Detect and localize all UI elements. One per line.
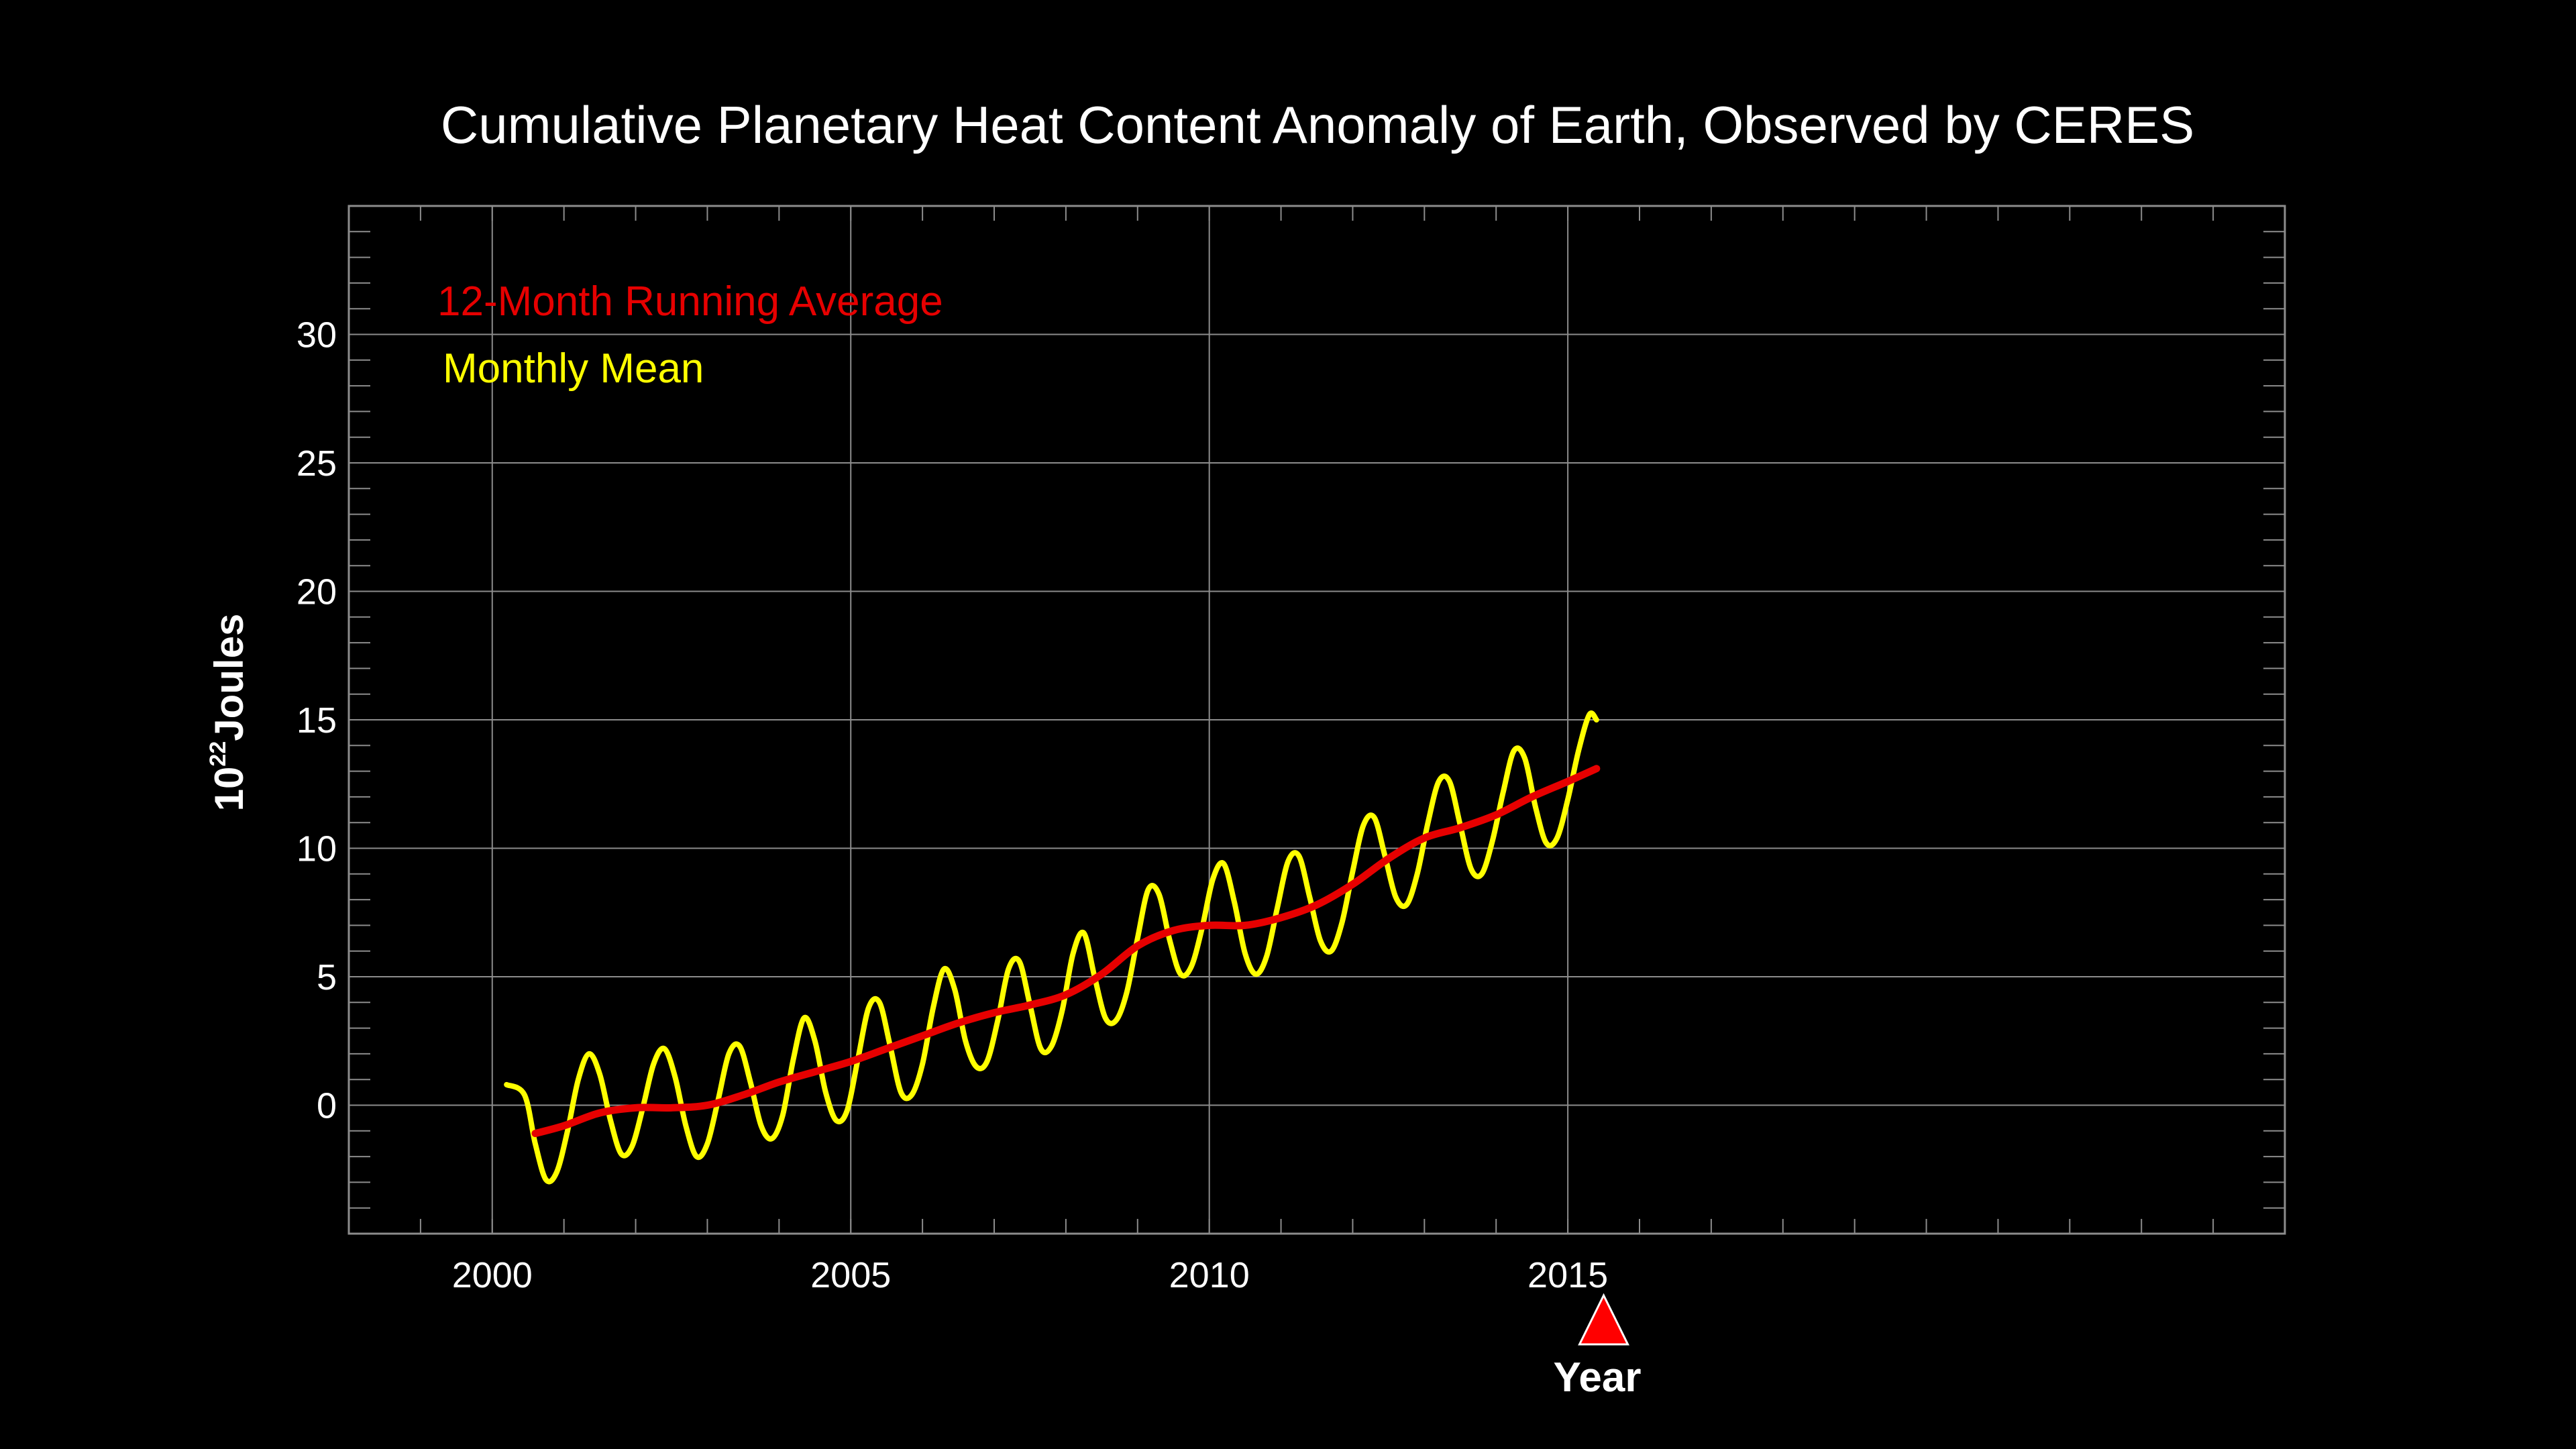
- y-tick-label: 5: [317, 957, 337, 998]
- series-line-12-month-running-average: [531, 765, 1601, 1138]
- x-tick-label: 2005: [810, 1255, 891, 1295]
- x-tick-labels: 2000 2005 2010 2015: [452, 1255, 1608, 1295]
- y-axis-label-base: 10: [207, 767, 252, 812]
- x-tick-label: 2015: [1527, 1255, 1608, 1295]
- x-tick-label: 2000: [452, 1255, 533, 1295]
- series-line-monthly-mean: [504, 710, 1599, 1185]
- chart-title: Cumulative Planetary Heat Content Anomal…: [441, 95, 2194, 154]
- data-series: [504, 710, 1601, 1185]
- plot-frame: [347, 205, 2286, 1235]
- y-tick-label: 15: [297, 700, 337, 741]
- legend: 12-Month Running Average Monthly Mean: [437, 278, 943, 392]
- y-tick-label: 0: [317, 1086, 337, 1126]
- legend-entry: Monthly Mean: [443, 345, 704, 392]
- y-tick-labels: 0 5 10 15 20 25 30: [297, 315, 337, 1126]
- y-axis-label-unit: Joules: [207, 614, 252, 741]
- x-tick-label: 2010: [1169, 1255, 1250, 1295]
- y-axis-label-text: 1022Joules: [205, 614, 252, 812]
- current-year-marker-triangle: [1578, 1293, 1629, 1346]
- y-axis-label-exponent: 22: [205, 741, 231, 767]
- x-axis-label: Year: [1553, 1354, 1641, 1401]
- y-tick-label: 25: [297, 443, 337, 484]
- y-tick-label: 20: [297, 572, 337, 612]
- legend-entry: 12-Month Running Average: [437, 278, 943, 325]
- y-axis-label: 1022Joules: [205, 614, 252, 812]
- y-tick-label: 10: [297, 829, 337, 869]
- y-tick-label: 30: [297, 315, 337, 356]
